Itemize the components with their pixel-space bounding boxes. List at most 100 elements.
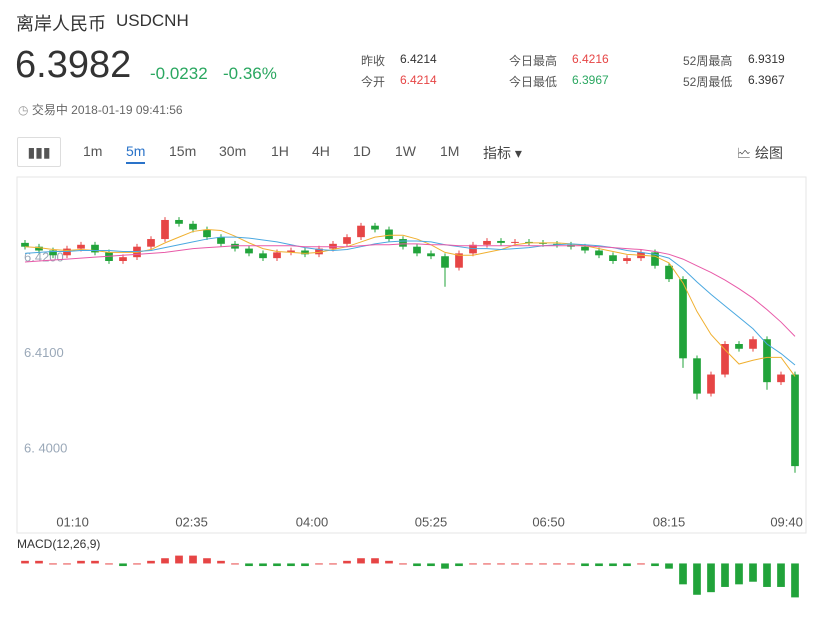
candle-body [329, 243, 337, 249]
change-pct: -0.36% [223, 64, 277, 83]
macd-bar [637, 563, 645, 565]
chart-type-button[interactable]: ▮▮▮ [17, 137, 61, 167]
indicator-menu[interactable]: 指标 ▾ [483, 145, 522, 161]
chart-frame [16, 176, 807, 534]
macd-bar [483, 563, 491, 565]
macd-bar [231, 563, 239, 565]
timeframe-tab[interactable]: 4H [312, 143, 330, 159]
candle-body [119, 257, 127, 261]
macd-bar [287, 563, 295, 567]
candle-body [175, 219, 183, 224]
stat-value: 6.4214 [400, 73, 437, 87]
macd-bar [175, 555, 183, 564]
candle-body [399, 239, 407, 247]
macd-bar [455, 563, 463, 567]
candle-body [735, 344, 743, 349]
price: 6.3982 [15, 44, 132, 86]
candle-body [581, 246, 589, 251]
candle-body [791, 374, 799, 467]
timeframe-tab[interactable]: 5m [126, 143, 146, 164]
ma-line [24, 243, 796, 337]
timeframe-tab[interactable]: 1M [440, 143, 460, 159]
candle-body [679, 279, 687, 359]
ma-line [24, 229, 796, 377]
macd-bar [21, 560, 29, 564]
macd-bar [763, 563, 771, 587]
macd-bar [273, 563, 281, 567]
candle-body [413, 246, 421, 254]
macd-label: MACD(12,26,9) [17, 537, 100, 551]
macd-bar [413, 563, 421, 567]
macd-bar [609, 563, 617, 567]
macd-bar [385, 560, 393, 564]
macd-bar [735, 563, 743, 585]
candle-body [21, 242, 29, 247]
candle-body [525, 241, 533, 243]
macd-bar [707, 563, 715, 593]
timeframe-tab[interactable]: 1m [83, 143, 103, 159]
macd-bar [623, 563, 631, 567]
macd-bar [721, 563, 729, 587]
candle-body [455, 253, 463, 268]
stat-label: 昨收 [361, 54, 386, 68]
stat-label: 今日最高 [509, 54, 558, 68]
macd-bar [133, 563, 141, 565]
macd-bar [399, 563, 407, 565]
stat-label: 52周最高 [683, 54, 733, 68]
candle-body [469, 244, 477, 254]
stat-value: 6.9319 [748, 52, 785, 66]
candle-body [287, 250, 295, 253]
timeframe-tab[interactable]: 1W [395, 143, 416, 159]
candle-body [91, 244, 99, 253]
macd-bar [525, 563, 533, 565]
macd-bar [791, 563, 799, 598]
stat-value: 6.4216 [572, 52, 609, 66]
draw-button[interactable]: 🗠 绘图 [737, 145, 783, 161]
candle-body [553, 243, 561, 245]
timeframe-tab[interactable]: 30m [219, 143, 247, 159]
change: -0.0232 [150, 64, 208, 83]
candle-body [231, 243, 239, 249]
macd-bar [777, 563, 785, 587]
macd-bar [105, 563, 113, 565]
instrument-name: 离岸人民币 [16, 14, 106, 34]
candle-body [707, 374, 715, 394]
y-tick-label: 6.4100 [24, 345, 64, 360]
candle-body [427, 253, 435, 257]
candle-body [273, 252, 281, 259]
macd-bar [63, 563, 71, 565]
candle-body [357, 225, 365, 238]
macd-bar [245, 563, 253, 567]
timeframe-tab[interactable]: 1D [353, 143, 371, 159]
candle-body [259, 253, 267, 259]
stat-label: 今日最低 [509, 75, 558, 89]
macd-bar [539, 563, 547, 565]
timeframe-tab[interactable]: 15m [169, 143, 197, 159]
stat-value: 6.3967 [572, 73, 609, 87]
candle-body [595, 250, 603, 256]
macd-bar [357, 558, 365, 564]
candle-body [539, 242, 547, 244]
candle-body [49, 250, 57, 256]
macd-bar [147, 560, 155, 564]
candle-body [749, 339, 757, 349]
macd-bar [203, 558, 211, 564]
candle-body [497, 240, 505, 243]
candle-body [203, 229, 211, 238]
macd-bar [567, 563, 575, 565]
macd-bar [301, 563, 309, 567]
timeframe-tab[interactable]: 1H [271, 143, 289, 159]
candle-body [511, 241, 519, 243]
stat-value: 6.3967 [748, 73, 785, 87]
macd-bar [371, 558, 379, 564]
candle-body [721, 344, 729, 375]
x-tick-label: 08:15 [653, 514, 686, 529]
macd-bar [651, 563, 659, 567]
candle-body [217, 237, 225, 244]
draw-label: 绘图 [754, 145, 783, 161]
x-tick-label: 05:25 [415, 514, 448, 529]
macd-bar [315, 563, 323, 565]
candle-body [693, 358, 701, 394]
macd-bar [49, 563, 57, 565]
